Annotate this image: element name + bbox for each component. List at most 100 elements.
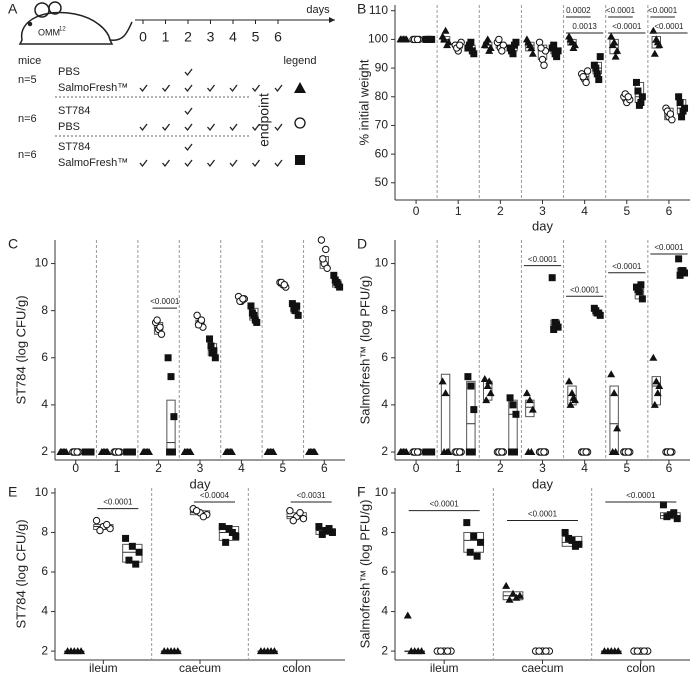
y-axis-title: ST784 (log CFU/g) xyxy=(13,519,28,628)
marker xyxy=(553,53,561,61)
marker xyxy=(509,401,517,409)
marker xyxy=(470,406,478,414)
marker xyxy=(649,26,658,34)
timeline-arrow xyxy=(329,17,335,23)
checkmark xyxy=(162,159,171,168)
checkmark xyxy=(184,68,193,77)
y-tick-label: 4 xyxy=(381,397,388,411)
marker xyxy=(468,448,476,456)
x-tick-label: 2 xyxy=(155,461,162,475)
x-tick-label: 0 xyxy=(413,461,420,475)
y-tick-label: 6 xyxy=(41,564,48,578)
marker xyxy=(679,107,687,115)
mouse-icon xyxy=(18,1,133,45)
marker xyxy=(565,534,573,542)
marker xyxy=(527,44,536,52)
marker xyxy=(637,99,645,106)
checkmark xyxy=(139,159,148,168)
marker xyxy=(550,326,558,334)
x-tick-label: 4 xyxy=(238,461,245,475)
marker xyxy=(441,389,450,397)
y-tick-label: 110 xyxy=(369,3,388,17)
y-axis-title: % initial weight xyxy=(356,59,371,145)
y-tick-label: 60 xyxy=(375,146,389,160)
marker xyxy=(607,32,616,40)
marker xyxy=(633,647,642,655)
p-value: <0.0001 xyxy=(626,491,656,500)
p-value: <0.0001 xyxy=(612,262,642,271)
checkmark xyxy=(184,143,193,152)
marker xyxy=(603,647,612,655)
y-tick-label: 8 xyxy=(41,525,48,539)
marker xyxy=(315,523,323,531)
x-tick-label: 3 xyxy=(197,461,204,475)
x-tick-label: 1 xyxy=(455,461,462,475)
marker xyxy=(414,647,423,655)
x-tick-label: 6 xyxy=(666,461,673,475)
marker xyxy=(540,61,548,69)
marker xyxy=(466,548,474,556)
checkmark xyxy=(184,84,193,93)
marker xyxy=(280,281,289,289)
y-tick-label: 80 xyxy=(375,89,389,103)
marker xyxy=(613,46,622,54)
checkmark xyxy=(184,107,193,116)
panel-label: E xyxy=(8,484,17,500)
marker xyxy=(485,377,494,385)
marker xyxy=(528,405,537,413)
y-tick-label: 8 xyxy=(41,303,48,317)
y-axis-title: ST784 (log CFU/g) xyxy=(13,295,28,404)
marker xyxy=(634,285,642,293)
marker xyxy=(426,35,434,43)
marker xyxy=(632,78,640,86)
day-label: 3 xyxy=(207,29,215,45)
marker xyxy=(638,93,646,101)
endpoint-label: endpoint xyxy=(256,93,272,147)
marker xyxy=(569,44,578,52)
marker xyxy=(455,448,464,456)
y-tick-label: 8 xyxy=(381,303,388,317)
marker xyxy=(443,447,452,455)
y-tick-label: 10 xyxy=(35,256,49,270)
x-tick-label: 6 xyxy=(666,204,673,218)
marker xyxy=(222,538,230,546)
checkmark xyxy=(184,159,193,168)
marker xyxy=(207,342,215,350)
marker xyxy=(232,532,240,540)
marker xyxy=(251,316,259,324)
marker xyxy=(537,44,545,52)
marker xyxy=(168,448,176,456)
checkmark xyxy=(274,123,283,132)
marker xyxy=(473,552,481,560)
p-value: 0.0013 xyxy=(572,22,597,31)
marker xyxy=(73,647,82,655)
group-size: n=6 xyxy=(18,113,37,125)
y-tick-label: 6 xyxy=(41,350,48,364)
marker xyxy=(535,647,543,655)
x-axis-title: day xyxy=(190,476,211,491)
marker xyxy=(596,53,604,61)
checkmark xyxy=(207,123,216,132)
marker xyxy=(156,323,164,331)
marker xyxy=(323,264,331,272)
y-axis-title: Salmofresh™ (log PFU/g) xyxy=(357,500,372,649)
marker xyxy=(248,309,256,317)
checkmark xyxy=(184,123,193,132)
p-value: <0.0001 xyxy=(430,500,460,509)
legend-header: legend xyxy=(283,55,316,67)
marker xyxy=(455,41,464,49)
day-label: 4 xyxy=(229,29,237,45)
y-axis-title: Salmofresh™ (log PFU/g) xyxy=(357,276,372,425)
marker xyxy=(463,519,471,527)
marker xyxy=(334,281,342,289)
marker xyxy=(542,647,550,655)
mouse-superscript: 12 xyxy=(59,27,66,33)
marker xyxy=(296,509,304,517)
mice-header: mice xyxy=(18,55,41,67)
marker xyxy=(197,316,206,324)
marker xyxy=(322,245,330,254)
x-tick-label: 4 xyxy=(581,204,588,218)
legend-item xyxy=(294,82,306,93)
marker xyxy=(228,528,236,536)
marker xyxy=(675,255,683,263)
